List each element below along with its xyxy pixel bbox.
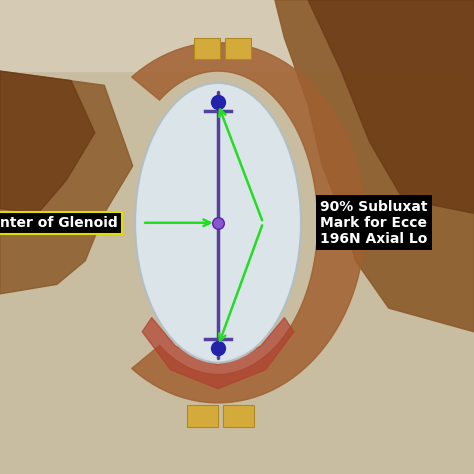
Bar: [194, 38, 220, 59]
Point: [214, 98, 222, 106]
Bar: [187, 405, 218, 427]
Bar: [225, 38, 251, 59]
Bar: [223, 405, 254, 427]
Point: [214, 345, 222, 352]
Polygon shape: [132, 43, 365, 403]
Polygon shape: [308, 0, 474, 213]
Polygon shape: [0, 0, 474, 71]
Ellipse shape: [135, 83, 301, 363]
Polygon shape: [0, 71, 95, 213]
Polygon shape: [0, 71, 133, 294]
Text: 90% Subluxat
Mark for Ecce
196N Axial Lo: 90% Subluxat Mark for Ecce 196N Axial Lo: [320, 200, 428, 246]
Polygon shape: [275, 0, 474, 332]
Polygon shape: [142, 318, 294, 389]
Text: nter of Glenoid: nter of Glenoid: [0, 216, 118, 230]
Point: [214, 219, 222, 227]
